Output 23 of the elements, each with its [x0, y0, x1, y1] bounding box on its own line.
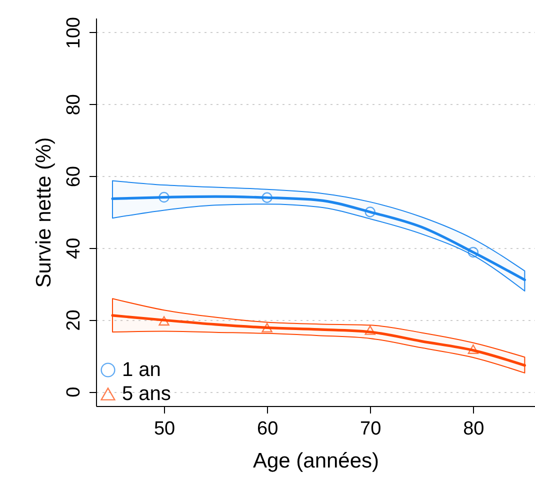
legend-label: 1 an — [122, 359, 161, 381]
y-tick-label: 0 — [64, 386, 84, 398]
x-tick-label: 70 — [360, 418, 382, 440]
point — [364, 325, 376, 335]
point — [468, 344, 479, 354]
point — [262, 322, 272, 332]
line-series — [111, 195, 526, 282]
x-tick-label: 50 — [154, 418, 176, 440]
point — [364, 206, 376, 218]
x-tick-label: 60 — [256, 418, 278, 440]
x-axis-title: Age (années) — [252, 450, 380, 472]
point — [262, 192, 272, 203]
point — [468, 246, 479, 258]
y-tick-label: 80 — [64, 94, 84, 116]
y-axis-title: Survie nette (%) — [32, 137, 56, 288]
x-tick-label: 80 — [463, 418, 484, 440]
y-tick-label: 20 — [64, 310, 84, 331]
legend-label: 5 ans — [122, 383, 171, 405]
point — [158, 192, 170, 203]
y-tick-label: 100 — [64, 17, 84, 49]
point — [158, 316, 170, 326]
y-tick-label: 40 — [64, 238, 84, 259]
y-tick-label: 60 — [64, 166, 84, 188]
